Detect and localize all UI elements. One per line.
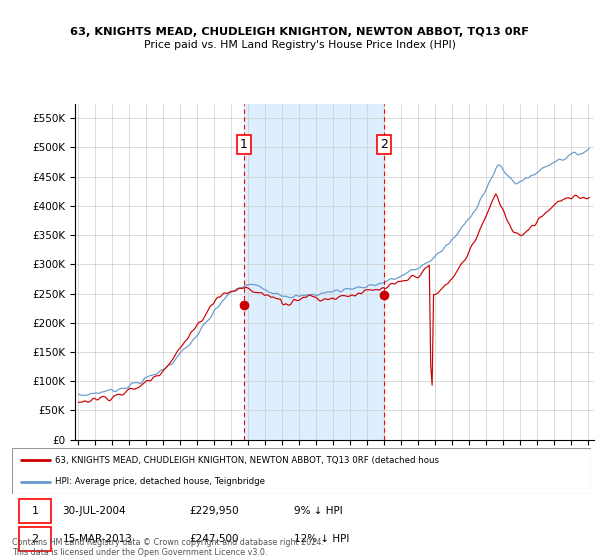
Bar bbox=[19, 527, 51, 551]
Text: Price paid vs. HM Land Registry's House Price Index (HPI): Price paid vs. HM Land Registry's House … bbox=[144, 40, 456, 50]
Text: £229,950: £229,950 bbox=[190, 506, 239, 516]
Text: 9% ↓ HPI: 9% ↓ HPI bbox=[294, 506, 343, 516]
Text: 1: 1 bbox=[240, 138, 248, 151]
Text: 2: 2 bbox=[380, 138, 388, 151]
Text: 63, KNIGHTS MEAD, CHUDLEIGH KNIGHTON, NEWTON ABBOT, TQ13 0RF (detached hous: 63, KNIGHTS MEAD, CHUDLEIGH KNIGHTON, NE… bbox=[55, 456, 439, 465]
Text: 63, KNIGHTS MEAD, CHUDLEIGH KNIGHTON, NEWTON ABBOT, TQ13 0RF: 63, KNIGHTS MEAD, CHUDLEIGH KNIGHTON, NE… bbox=[71, 27, 530, 38]
Text: Contains HM Land Registry data © Crown copyright and database right 2024.
This d: Contains HM Land Registry data © Crown c… bbox=[12, 538, 324, 557]
Text: 12% ↓ HPI: 12% ↓ HPI bbox=[294, 534, 349, 544]
Text: 30-JUL-2004: 30-JUL-2004 bbox=[62, 506, 126, 516]
Text: 15-MAR-2013: 15-MAR-2013 bbox=[62, 534, 132, 544]
Text: 2: 2 bbox=[31, 534, 38, 544]
Text: £247,500: £247,500 bbox=[190, 534, 239, 544]
Text: HPI: Average price, detached house, Teignbridge: HPI: Average price, detached house, Teig… bbox=[55, 477, 265, 486]
Text: 1: 1 bbox=[31, 506, 38, 516]
Bar bbox=[19, 498, 51, 523]
